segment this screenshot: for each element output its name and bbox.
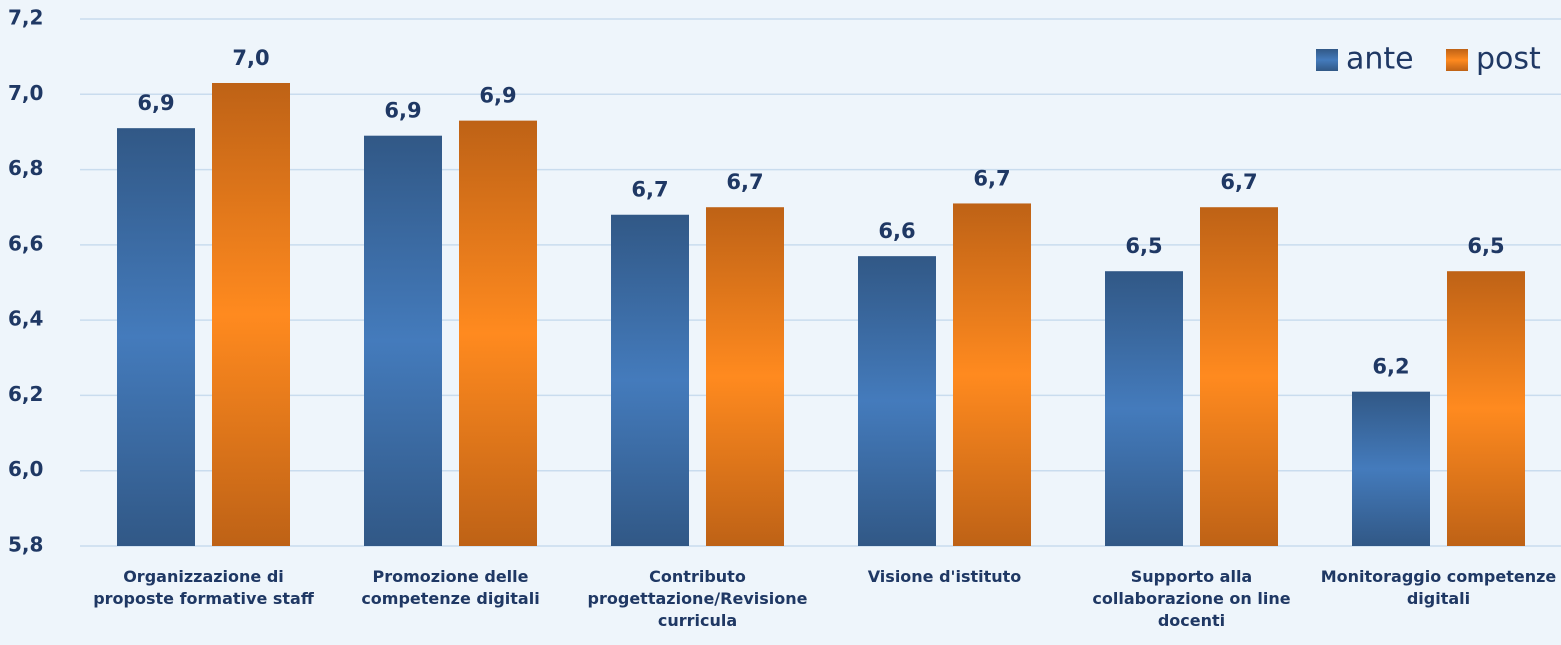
value-label: 6,5 bbox=[1125, 234, 1162, 258]
y-tick-label: 6,6 bbox=[8, 231, 43, 255]
y-tick-label: 6,2 bbox=[8, 382, 43, 406]
x-tick-label-box: Promozione delle competenze digitali bbox=[361, 567, 540, 608]
value-label: 6,7 bbox=[726, 170, 763, 194]
y-tick-label: 7,2 bbox=[8, 6, 43, 30]
y-tick-label: 6,0 bbox=[8, 457, 43, 481]
x-tick-label: Visione d'istituto bbox=[867, 567, 1022, 586]
value-label: 6,9 bbox=[137, 91, 174, 115]
legend-swatch bbox=[1446, 49, 1468, 71]
bar bbox=[953, 203, 1031, 546]
bar bbox=[611, 214, 689, 546]
value-label: 6,9 bbox=[384, 99, 421, 123]
bar bbox=[1447, 271, 1525, 546]
x-tick-label-box: Monitoraggio competenze digitali bbox=[1320, 567, 1557, 608]
y-tick-label: 5,8 bbox=[8, 533, 43, 557]
legend-label: post bbox=[1476, 42, 1541, 77]
value-label: 6,9 bbox=[479, 84, 516, 108]
value-label: 6,7 bbox=[1220, 170, 1257, 194]
x-tick-label-box: Visione d'istituto bbox=[867, 567, 1022, 586]
legend-label: ante bbox=[1346, 42, 1414, 77]
value-label: 6,5 bbox=[1467, 234, 1504, 258]
bar bbox=[1352, 391, 1430, 546]
bar bbox=[212, 82, 290, 546]
bar bbox=[706, 207, 784, 546]
y-tick-label: 6,4 bbox=[8, 307, 43, 331]
value-label: 6,7 bbox=[631, 178, 668, 202]
bar bbox=[1200, 207, 1278, 546]
value-label: 6,7 bbox=[973, 166, 1010, 190]
value-label: 6,6 bbox=[878, 219, 915, 243]
value-label: 6,2 bbox=[1372, 355, 1409, 379]
bar bbox=[858, 256, 936, 546]
bar bbox=[459, 120, 537, 546]
x-tick-label-box: Contributo progettazione/Revisione curri… bbox=[587, 567, 808, 630]
x-tick-label: Organizzazione di proposte formative sta… bbox=[93, 567, 314, 608]
bar bbox=[1105, 271, 1183, 546]
x-tick-label: Monitoraggio competenze digitali bbox=[1320, 567, 1557, 608]
x-tick-label: Contributo progettazione/Revisione curri… bbox=[587, 567, 808, 630]
y-tick-label: 6,8 bbox=[8, 156, 43, 180]
x-tick-label: Promozione delle competenze digitali bbox=[361, 567, 540, 608]
legend-swatch bbox=[1316, 49, 1338, 71]
x-tick-label-box: Supporto alla collaborazione on line doc… bbox=[1092, 567, 1291, 630]
bar bbox=[364, 135, 442, 546]
y-tick-label: 7,0 bbox=[8, 81, 43, 105]
value-label: 7,0 bbox=[232, 46, 269, 70]
x-tick-label: Supporto alla collaborazione on line doc… bbox=[1092, 567, 1291, 630]
x-tick-label-box: Organizzazione di proposte formative sta… bbox=[93, 567, 314, 608]
bar bbox=[117, 128, 195, 546]
